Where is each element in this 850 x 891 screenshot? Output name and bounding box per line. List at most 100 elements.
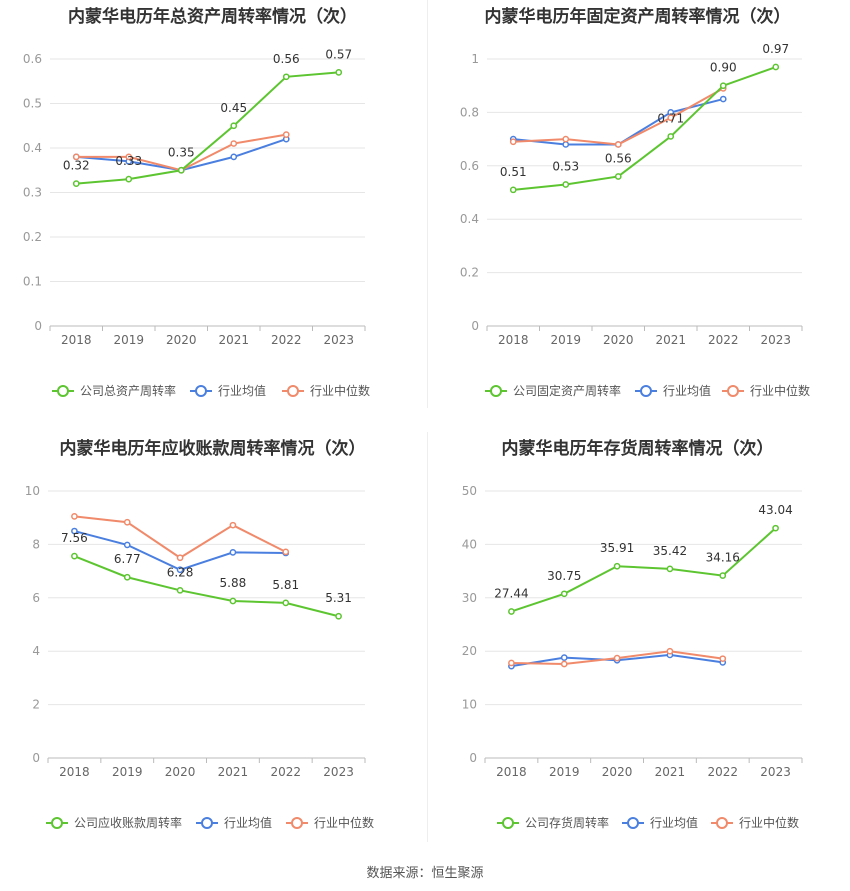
data-point-avg [560, 654, 568, 661]
legend-marker [640, 385, 652, 397]
data-point-avg [123, 541, 131, 549]
data-point-avg [176, 566, 184, 574]
data-point-company [282, 599, 290, 607]
x-tick-label: 2020 [165, 765, 196, 779]
legend-label: 行业均值 [650, 815, 698, 830]
legend-item-avg[interactable]: 行业均值 [190, 383, 266, 398]
y-tick-label: 0 [471, 319, 479, 333]
data-label: 0.71 [657, 111, 684, 125]
legend-item-avg[interactable]: 行业均值 [196, 815, 272, 830]
series-line-company [76, 71, 339, 185]
legend-label: 行业中位数 [310, 383, 370, 398]
data-point-company [614, 173, 622, 180]
x-tick-label: 2021 [655, 765, 686, 779]
legend-marker [51, 817, 63, 829]
x-tick-label: 2021 [655, 333, 686, 347]
data-point-median [282, 131, 290, 138]
y-tick-label: 0.4 [460, 212, 479, 226]
legend-item-median[interactable]: 行业中位数 [722, 383, 810, 398]
x-tick-label: 2023 [323, 333, 354, 347]
legend-marker [502, 817, 514, 829]
x-tick-label: 2019 [549, 765, 580, 779]
x-tick-label: 2022 [707, 765, 738, 779]
y-tick-label: 30 [462, 591, 477, 605]
data-label: 0.90 [710, 61, 737, 75]
legend-marker [195, 385, 207, 397]
chart-inventory-turnover: 0 10 20 30 40 50 2018 2019 2020 2021 2022 2023 27.44… [462, 484, 803, 830]
legend-marker [716, 817, 728, 829]
data-point-median [667, 114, 675, 122]
data-point-company [177, 166, 185, 174]
legend-marker [291, 817, 303, 829]
data-label: 30.75 [547, 569, 581, 583]
data-label: 5.81 [272, 578, 299, 592]
panel-divider-top [427, 0, 428, 408]
data-point-company [719, 82, 727, 90]
chart-title-receivables: 内蒙华电历年应收账款周转率情况（次） [59, 439, 366, 459]
y-tick-label: 0 [469, 751, 477, 765]
y-tick-label: 0.6 [460, 159, 479, 173]
legend-item-company[interactable]: 公司存货周转率 [497, 815, 609, 830]
y-tick-label: 0.2 [23, 230, 42, 244]
data-point-avg [230, 153, 238, 161]
chart-fixed-assets-turnover: 0 0.2 0.4 0.6 0.8 1 2018 2019 2020 2021 2022 2023 0.… [460, 42, 810, 398]
legend-label: 行业中位数 [314, 815, 374, 830]
data-point-median [719, 655, 727, 663]
legend-marker [201, 817, 213, 829]
x-tick-label: 2020 [603, 333, 634, 347]
data-point-company [562, 181, 570, 188]
legend-label: 行业均值 [218, 383, 266, 398]
x-tick-label: 2021 [218, 765, 249, 779]
legend-item-avg[interactable]: 行业均值 [635, 383, 711, 398]
data-label: 0.45 [220, 101, 247, 115]
x-tick-label: 2022 [708, 333, 739, 347]
chart-receivables-turnover: 0 2 4 6 8 10 2018 2019 2020 2021 2022 2023 7.56 6.77 6… [25, 484, 374, 830]
data-label: 35.91 [600, 541, 634, 555]
data-label: 0.51 [500, 165, 527, 179]
data-point-median [562, 135, 570, 143]
data-point-median [72, 153, 80, 161]
legend-label: 公司应收账款周转率 [74, 815, 182, 830]
y-tick-label: 4 [32, 644, 40, 658]
data-point-median [613, 654, 621, 662]
legend-item-median[interactable]: 行业中位数 [282, 383, 370, 398]
chart-title-total-assets: 内蒙华电历年总资产周转率情况（次） [68, 7, 357, 27]
data-label: 43.04 [758, 503, 792, 517]
legend-item-company[interactable]: 公司固定资产周转率 [485, 383, 621, 398]
y-tick-label: 10 [462, 698, 477, 712]
data-point-median [666, 647, 674, 655]
legend-item-company[interactable]: 公司总资产周转率 [52, 383, 176, 398]
x-tick-label: 2018 [496, 765, 527, 779]
data-point-company [772, 524, 779, 532]
data-point-median [125, 153, 133, 161]
data-label: 0.57 [325, 47, 352, 61]
y-tick-label: 1 [471, 52, 479, 66]
data-point-company [72, 180, 80, 187]
data-point-company [560, 590, 568, 598]
legend-item-company[interactable]: 公司应收账款周转率 [46, 815, 182, 830]
legend-item-median[interactable]: 行业中位数 [711, 815, 799, 830]
y-tick-label: 0.6 [23, 52, 42, 66]
data-point-company [176, 586, 184, 594]
legend-item-median[interactable]: 行业中位数 [286, 815, 374, 830]
y-tick-label: 0.4 [23, 141, 42, 155]
data-point-median [508, 659, 515, 667]
legend-item-avg[interactable]: 行业均值 [622, 815, 698, 830]
data-label: 6.77 [114, 552, 141, 566]
data-point-company [335, 69, 343, 76]
data-source-note: 数据来源：恒生聚源 [366, 866, 484, 881]
series-line-company [513, 66, 777, 191]
data-point-median [509, 138, 517, 146]
data-label: 0.32 [63, 159, 90, 173]
data-point-company [282, 73, 290, 81]
legend-label: 行业中位数 [739, 815, 799, 830]
data-point-company [666, 565, 674, 573]
x-tick-label: 2018 [61, 333, 92, 347]
data-label: 35.42 [653, 544, 687, 558]
data-point-company [229, 597, 237, 605]
data-point-median [282, 548, 290, 556]
data-point-avg [71, 527, 78, 535]
series-line-company [74, 555, 339, 618]
data-label: 34.16 [706, 551, 740, 565]
y-tick-label: 0.8 [460, 105, 479, 119]
